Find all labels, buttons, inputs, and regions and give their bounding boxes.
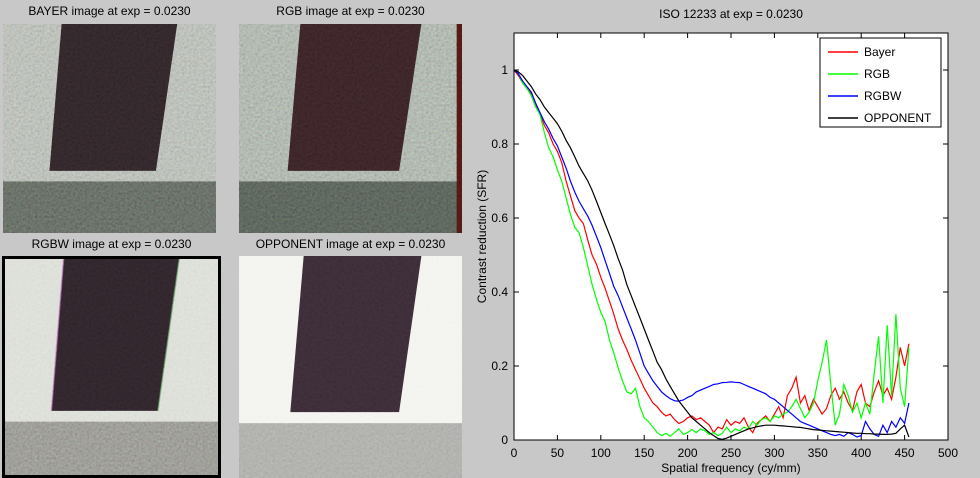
bayer-image: [3, 24, 216, 233]
x-tick-label: 100: [591, 446, 611, 460]
rgb-image-panel: [239, 24, 462, 233]
x-tick-label: 400: [851, 446, 871, 460]
x-axis-label: Spatial frequency (cy/mm): [661, 461, 800, 475]
y-tick-label: 0.4: [491, 285, 508, 299]
rgbw-image: [5, 259, 218, 475]
x-tick-label: 300: [764, 446, 784, 460]
x-tick-label: 350: [808, 446, 828, 460]
y-tick-label: 0.6: [491, 211, 508, 225]
x-tick-label: 500: [938, 446, 958, 460]
y-axis-label: Contrast reduction (SFR): [475, 170, 489, 303]
curve-opponent: [513, 69, 910, 440]
bayer-noise-overlay: [3, 24, 216, 233]
curve-rgbw: [513, 69, 910, 438]
rgb-image: [239, 24, 462, 233]
bayer-image-panel: [3, 24, 216, 233]
y-tick-label: 0.8: [491, 137, 508, 151]
x-tick-label: 0: [511, 446, 518, 460]
x-tick-label: 450: [895, 446, 915, 460]
rgb-noise-overlay: [239, 24, 462, 233]
opponent-image-panel: [239, 256, 462, 478]
rgbw-panel-title: RGBW image at exp = 0.0230: [31, 237, 192, 251]
bayer-panel-title: BAYER image at exp = 0.0230: [28, 4, 191, 18]
axes-box: [513, 32, 949, 441]
legend-label-rgbw: RGBW: [864, 89, 902, 103]
opponent-panel-title: OPPONENT image at exp = 0.0230: [255, 237, 446, 251]
legend-label-bayer: Bayer: [864, 45, 895, 59]
x-tick-label: 250: [721, 446, 741, 460]
x-tick-label: 50: [551, 446, 565, 460]
legend-label-rgb: RGB: [864, 67, 890, 81]
y-tick-label: 0: [501, 433, 508, 447]
y-tick-label: 0.2: [491, 359, 508, 373]
opponent-noise-overlay: [239, 256, 462, 478]
rgbw-noise-overlay: [5, 259, 218, 475]
x-tick-label: 150: [634, 446, 654, 460]
y-tick-label: 1: [501, 63, 508, 77]
x-tick-label: 200: [678, 446, 698, 460]
rgbw-image-panel: [2, 256, 221, 478]
legend-box: [819, 37, 942, 128]
iso12233-sfr-plot: 0 50 100 150 200 250 300 350 400 450 500 0 0.2 0.4 0.6…: [475, 7, 958, 475]
opponent-image: [239, 256, 462, 478]
rgb-panel-title: RGB image at exp = 0.0230: [276, 4, 425, 18]
legend-label-opponent: OPPONENT: [864, 111, 932, 125]
plot-title: ISO 12233 at exp = 0.0230: [659, 7, 803, 21]
